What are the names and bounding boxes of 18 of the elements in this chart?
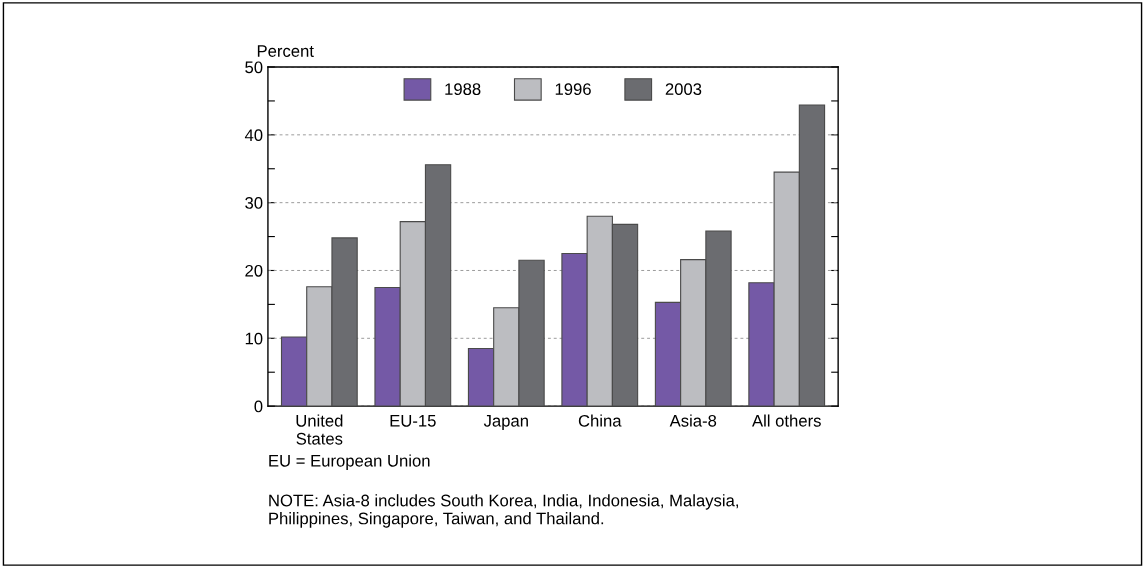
text: NOTE: Asia-8 includes South Korea, India, Indonesia, Malaysia, Philippines, Singapore, Taiwan, and Thailand.	[269, 494, 738, 528]
y-tick-label: 20	[245, 264, 263, 277]
legend-label: 1988	[445, 83, 481, 96]
y-tick-label: 10	[245, 332, 263, 345]
text: EU = European Union	[269, 454, 430, 470]
y-axis-title: Percent	[257, 45, 314, 57]
x-tick-label: All others	[752, 414, 821, 427]
x-tick-label: China	[578, 414, 622, 427]
x-tick-label: United States	[296, 414, 343, 445]
y-tick-label: 50	[245, 61, 263, 74]
legend-label: 1996	[555, 83, 591, 96]
x-tick-label: EU-15	[390, 415, 436, 427]
y-tick-label: 40	[244, 129, 263, 142]
x-tick-label: Japan	[483, 415, 528, 430]
legend-label: 2003	[665, 83, 702, 96]
x-tick-label: Asia-8	[669, 414, 717, 427]
y-tick-label: 30	[245, 197, 263, 209]
y-tick-label: 0	[254, 400, 263, 413]
